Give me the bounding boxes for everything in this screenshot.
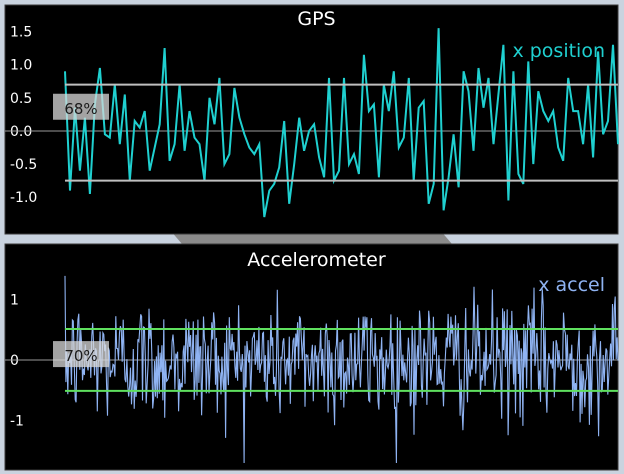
accel-ytick-label: 1: [10, 292, 19, 308]
accel-ytick-label: -1: [10, 414, 24, 430]
gps-ytick-label: 1.5: [10, 25, 32, 41]
gps-ytick-label: -0.5: [10, 157, 37, 173]
accel-ytick-label: 0: [10, 353, 19, 369]
gps-fraction-badge: [53, 93, 109, 120]
gps-series-line: [64, 28, 619, 218]
accel-fraction-badge: [53, 341, 109, 368]
gps-legend-label: x position: [512, 40, 605, 62]
gps-chart-title: GPS: [297, 8, 335, 30]
accel-chart-title: Accelerometer: [247, 249, 386, 271]
gps-ytick-label: -1.0: [10, 190, 37, 206]
gps-fraction-label: 68%: [64, 100, 97, 118]
gps-ytick-label: 0.5: [10, 91, 32, 107]
accel-legend-label: x accel: [538, 274, 605, 296]
gps-chart: GPS 1.5 1.0 0.5 0.0 -0.5 -1.0 x position 68%: [4, 4, 619, 235]
gps-ytick-label: 1.0: [10, 58, 32, 74]
accelerometer-chart: Accelerometer 1 0 -1 x accel 70%: [4, 243, 619, 471]
gps-ytick-label: 0.0: [10, 124, 32, 140]
accel-fraction-label: 70%: [64, 347, 97, 365]
